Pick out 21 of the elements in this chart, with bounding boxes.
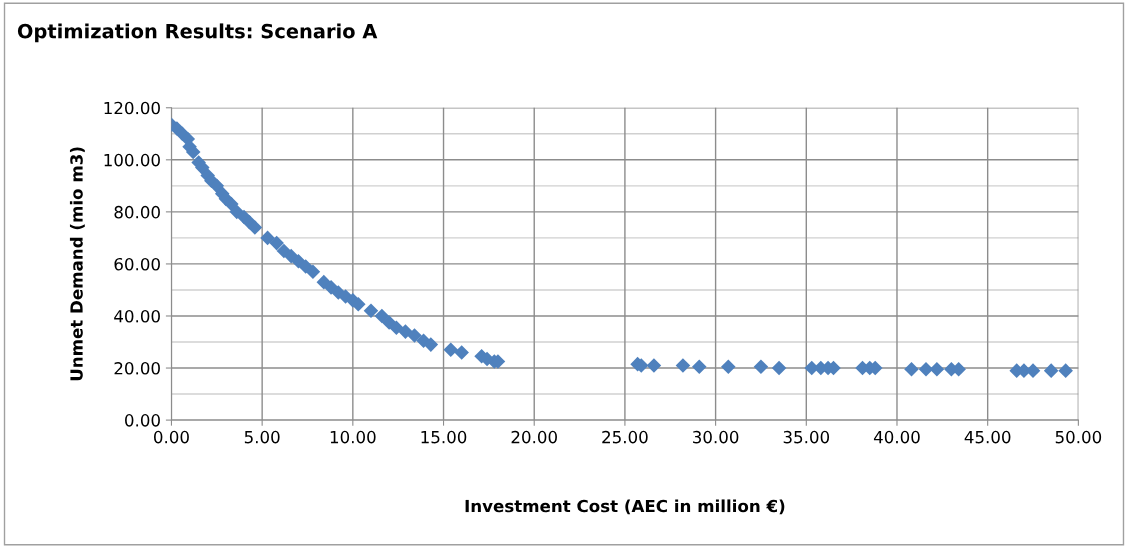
y-tick-label: 60.00 — [114, 257, 160, 271]
x-tick-label: 45.00 — [964, 430, 1011, 444]
y-tick-label: 120.00 — [104, 101, 160, 115]
x-tick-label: 15.00 — [421, 430, 467, 444]
y-tick-label: 80.00 — [114, 205, 160, 219]
x-tick-label: 50.00 — [1055, 430, 1102, 444]
x-tick-label: 35.00 — [783, 430, 830, 444]
y-axis-title: Unmet Demand (mio m3) — [69, 147, 85, 381]
y-tick-label: 100.00 — [104, 153, 160, 167]
y-tick-label: 40.00 — [114, 309, 160, 323]
y-tick-label: 20.00 — [114, 362, 160, 375]
x-tick-label: 25.00 — [602, 430, 648, 444]
x-tick-label: 0.00 — [154, 430, 189, 444]
x-tick-label: 20.00 — [511, 430, 557, 444]
x-tick-label: 40.00 — [873, 430, 920, 444]
x-tick-label: 5.00 — [244, 430, 280, 444]
x-tick-label: 10.00 — [330, 430, 376, 444]
chart-title: Optimization Results: Scenario A — [17, 23, 378, 43]
x-axis-title: Investment Cost (AEC in million €) — [465, 499, 785, 515]
y-tick-label: 0.00 — [125, 414, 160, 427]
x-tick-label: 30.00 — [693, 430, 739, 444]
